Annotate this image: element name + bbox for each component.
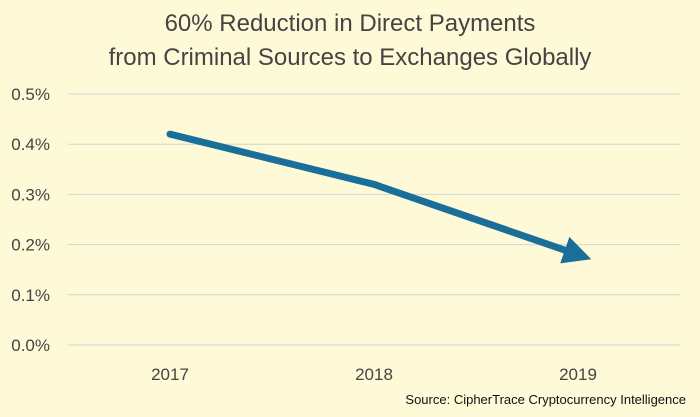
- y-tick-label: 0.3%: [11, 185, 50, 204]
- chart-title-line-2: from Criminal Sources to Exchanges Globa…: [108, 44, 592, 71]
- data-point: [370, 180, 378, 188]
- y-tick-label: 0.1%: [11, 286, 50, 305]
- y-tick-label: 0.5%: [11, 85, 50, 104]
- x-tick-label: 2017: [151, 365, 189, 384]
- x-tick-label: 2019: [559, 365, 597, 384]
- source-note: Source: CipherTrace Cryptocurrency Intel…: [405, 392, 686, 407]
- chart-title-line-1: 60% Reduction in Direct Payments: [164, 10, 536, 37]
- y-tick-label: 0.4%: [11, 135, 50, 154]
- data-point: [166, 130, 174, 138]
- x-tick-label: 2018: [355, 365, 393, 384]
- y-tick-label: 0.0%: [11, 336, 50, 355]
- data-point: [574, 251, 582, 259]
- y-tick-label: 0.2%: [11, 236, 50, 255]
